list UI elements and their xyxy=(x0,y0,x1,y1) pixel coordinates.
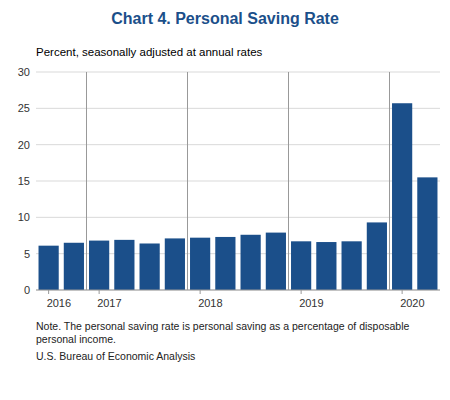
bar xyxy=(291,241,311,290)
x-tick xyxy=(99,290,100,294)
bar xyxy=(392,103,412,290)
grid-line xyxy=(36,290,440,291)
bar xyxy=(114,240,134,290)
x-tick xyxy=(402,290,403,294)
source: U.S. Bureau of Economic Analysis xyxy=(36,350,440,363)
x-tick-label: 2018 xyxy=(198,297,222,309)
year-separator xyxy=(389,72,390,290)
bar xyxy=(64,243,84,290)
title: Chart 4. Personal Saving Rate xyxy=(111,10,339,27)
bar xyxy=(367,222,387,290)
y-tick-label: 30 xyxy=(18,66,30,78)
bar xyxy=(215,237,235,290)
y-grid xyxy=(36,72,440,290)
bar xyxy=(39,246,59,290)
y-tick-label: 25 xyxy=(18,102,30,114)
y-tick-label: 5 xyxy=(24,248,30,260)
x-axis-line xyxy=(36,290,440,291)
x-tick xyxy=(48,290,49,294)
x-tick xyxy=(200,290,201,294)
year-separator xyxy=(187,72,188,290)
grid-line xyxy=(36,181,440,182)
bar xyxy=(89,241,109,290)
bar xyxy=(241,235,261,290)
note: Note. The personal saving rate is person… xyxy=(36,320,440,346)
x-tick xyxy=(301,290,302,294)
bar xyxy=(342,241,362,290)
bar xyxy=(316,242,336,290)
x-tick-label: 2019 xyxy=(299,297,323,309)
year-separator xyxy=(288,72,289,290)
y-tick-label: 10 xyxy=(18,211,30,223)
bar xyxy=(266,233,286,290)
y-tick-label: 15 xyxy=(18,175,30,187)
x-axis: 2016 2017 2018 2019 2020 xyxy=(47,72,425,309)
bars xyxy=(39,103,438,290)
subtitle: Percent, seasonally adjusted at annual r… xyxy=(36,46,263,58)
x-tick-label: 2020 xyxy=(400,297,424,309)
grid-line xyxy=(36,217,440,218)
bar xyxy=(165,238,185,290)
y-tick-label: 20 xyxy=(18,139,30,151)
grid-line xyxy=(36,72,440,73)
chart: Chart 4. Personal Saving Rate Percent, se… xyxy=(0,0,450,318)
bar xyxy=(190,238,210,290)
grid-line xyxy=(36,144,440,145)
y-tick-label: 0 xyxy=(24,284,30,296)
y-axis: 0 5 10 15 20 25 30 xyxy=(18,66,30,296)
year-separator xyxy=(86,72,87,290)
x-tick-label: 2016 xyxy=(47,297,71,309)
x-tick-label: 2017 xyxy=(97,297,121,309)
bar xyxy=(417,177,437,290)
bar xyxy=(140,243,160,290)
grid-line xyxy=(36,108,440,109)
